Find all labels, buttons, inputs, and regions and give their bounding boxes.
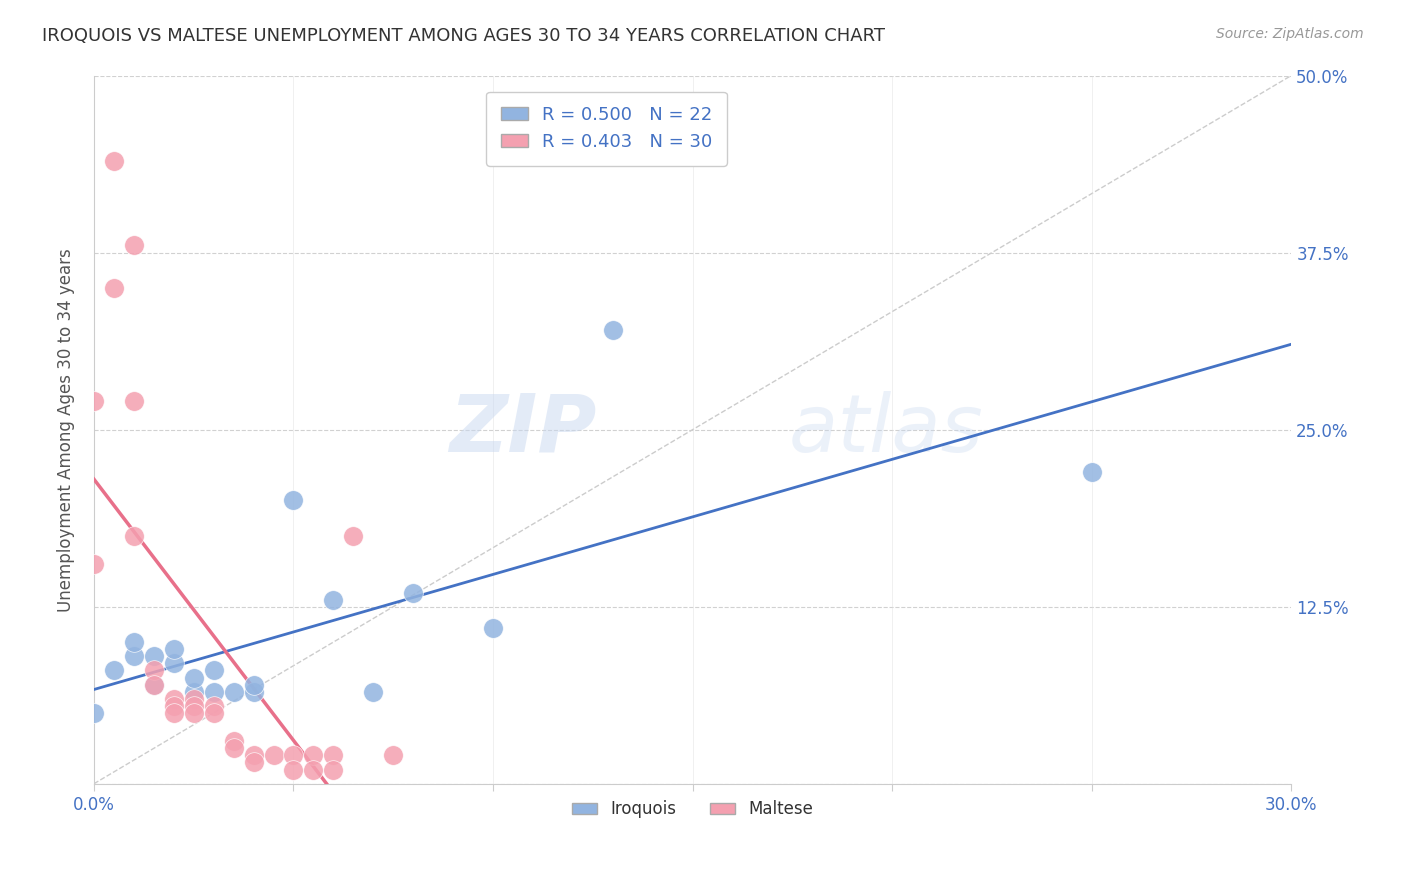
Point: [183, 691, 205, 706]
Point: [322, 592, 344, 607]
Y-axis label: Unemployment Among Ages 30 to 34 years: Unemployment Among Ages 30 to 34 years: [58, 248, 75, 612]
Point: [322, 763, 344, 777]
Point: [322, 748, 344, 763]
Point: [122, 635, 145, 649]
Point: [83, 706, 105, 720]
Point: [183, 698, 205, 713]
Text: Source: ZipAtlas.com: Source: ZipAtlas.com: [1216, 27, 1364, 41]
Point: [242, 684, 264, 698]
Point: [83, 394, 105, 409]
Point: [183, 684, 205, 698]
Point: [202, 684, 225, 698]
Text: IROQUOIS VS MALTESE UNEMPLOYMENT AMONG AGES 30 TO 34 YEARS CORRELATION CHART: IROQUOIS VS MALTESE UNEMPLOYMENT AMONG A…: [42, 27, 886, 45]
Point: [283, 763, 305, 777]
Point: [142, 664, 165, 678]
Legend: Iroquois, Maltese: Iroquois, Maltese: [565, 794, 820, 825]
Point: [202, 706, 225, 720]
Point: [142, 649, 165, 664]
Point: [163, 698, 186, 713]
Point: [83, 557, 105, 571]
Point: [283, 748, 305, 763]
Point: [482, 621, 505, 635]
Point: [222, 741, 245, 756]
Point: [363, 684, 385, 698]
Point: [242, 677, 264, 691]
Point: [382, 748, 405, 763]
Point: [103, 153, 125, 168]
Point: [302, 763, 325, 777]
Point: [263, 748, 285, 763]
Point: [163, 691, 186, 706]
Point: [163, 642, 186, 657]
Point: [103, 281, 125, 295]
Text: ZIP: ZIP: [450, 391, 596, 468]
Point: [283, 493, 305, 508]
Text: atlas: atlas: [789, 391, 983, 468]
Point: [103, 664, 125, 678]
Point: [222, 734, 245, 748]
Point: [183, 671, 205, 685]
Point: [122, 238, 145, 252]
Point: [222, 684, 245, 698]
Point: [202, 698, 225, 713]
Point: [183, 706, 205, 720]
Point: [142, 677, 165, 691]
Point: [402, 585, 425, 599]
Point: [163, 657, 186, 671]
Point: [342, 529, 364, 543]
Point: [142, 677, 165, 691]
Point: [1081, 465, 1104, 479]
Point: [242, 756, 264, 770]
Point: [242, 748, 264, 763]
Point: [122, 649, 145, 664]
Point: [602, 323, 624, 337]
Point: [122, 394, 145, 409]
Point: [302, 748, 325, 763]
Point: [163, 706, 186, 720]
Point: [202, 664, 225, 678]
Point: [122, 529, 145, 543]
